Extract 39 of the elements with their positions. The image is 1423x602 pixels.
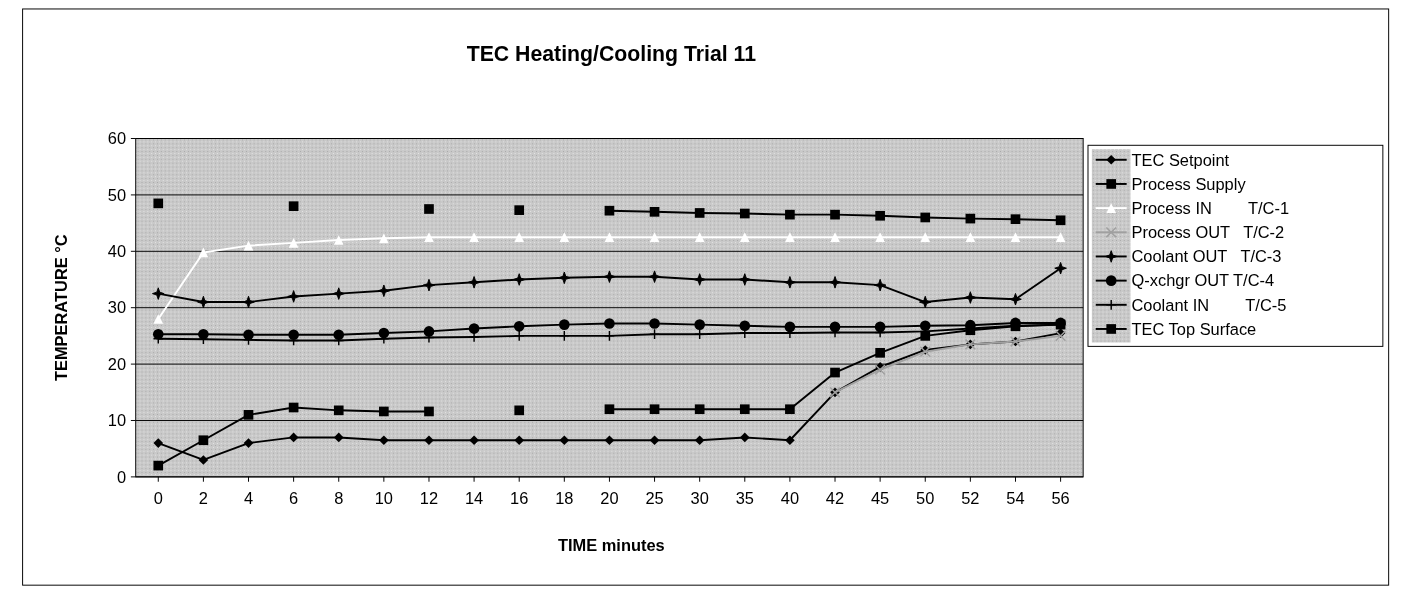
x-tick-label: 18 [555, 488, 574, 507]
x-tick-label: 52 [961, 488, 980, 507]
y-tick-label: 10 [107, 411, 127, 430]
x-tick-label: 2 [198, 488, 208, 507]
x-tick-label: 16 [510, 488, 529, 507]
y-tick-label: 0 [116, 467, 127, 486]
x-tick-label: 10 [374, 488, 393, 507]
y-axis-title: TEMPERATURE °C [52, 234, 71, 382]
legend-label: Process OUT T/C-2 [1131, 223, 1285, 242]
x-tick-label: 30 [690, 488, 709, 507]
legend-label: TEC Top Surface [1131, 319, 1257, 338]
x-tick-label: 14 [464, 488, 484, 507]
y-tick-label: 20 [107, 354, 127, 373]
x-tick-label: 6 [289, 488, 299, 507]
x-axis-title: TIME minutes [557, 536, 665, 555]
chart-title: TEC Heating/Cooling Trial 11 [466, 42, 757, 67]
x-tick-label: 20 [600, 488, 619, 507]
legend-label: Coolant OUT T/C-3 [1131, 247, 1282, 266]
x-tick-label: 54 [1006, 488, 1025, 507]
x-tick-label: 12 [419, 488, 439, 507]
x-tick-label: 42 [825, 488, 845, 507]
y-tick-label: 60 [107, 129, 127, 148]
legend-label: TEC Setpoint [1131, 150, 1230, 169]
x-tick-label: 25 [645, 488, 664, 507]
x-tick-label: 35 [735, 488, 754, 507]
x-tick-label: 40 [780, 488, 800, 507]
y-tick-label: 50 [107, 185, 127, 204]
x-tick-label: 4 [243, 488, 254, 507]
x-tick-label: 56 [1051, 488, 1070, 507]
x-tick-label: 45 [871, 488, 890, 507]
legend-label: Process Supply [1131, 174, 1247, 193]
x-tick-label: 0 [153, 488, 163, 507]
y-tick-label: 30 [107, 298, 127, 317]
x-tick-label: 50 [916, 488, 935, 507]
y-tick-label: 40 [107, 242, 127, 261]
legend-label: Process IN T/C-1 [1131, 198, 1290, 217]
legend-label: Q-xchgr OUT T/C-4 [1131, 271, 1275, 290]
x-tick-label: 8 [334, 488, 344, 507]
legend-label: Coolant IN T/C-5 [1131, 295, 1287, 314]
